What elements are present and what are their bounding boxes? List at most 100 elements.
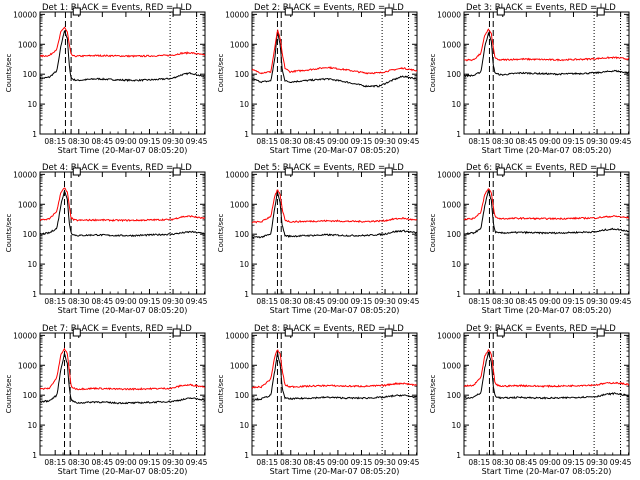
y-tick-label: 10000 bbox=[437, 10, 461, 19]
plot-frame bbox=[251, 332, 418, 456]
y-tick-label: 10 bbox=[451, 260, 461, 269]
plot-frame bbox=[251, 11, 418, 135]
detector-panel: Det 3: BLACK = Events, RED = LLD 1 10 100 10… bbox=[429, 3, 632, 155]
x-tick-label: 08:30 bbox=[280, 458, 302, 467]
lld-series-line bbox=[40, 347, 205, 391]
x-tick-label: 09:45 bbox=[398, 297, 420, 306]
plot-frame bbox=[463, 171, 630, 295]
x-tick-label: 09:15 bbox=[563, 297, 585, 306]
x-tick-label: 09:45 bbox=[610, 297, 632, 306]
x-tick-label: 08:30 bbox=[280, 137, 302, 146]
x-tick-label: 09:45 bbox=[610, 458, 632, 467]
x-tick-label: 09:30 bbox=[586, 297, 608, 306]
time-marker-box bbox=[596, 167, 605, 176]
x-tick-label: 08:45 bbox=[92, 458, 114, 467]
y-axis-label: Counts/sec bbox=[217, 54, 225, 93]
x-tick-label: 08:45 bbox=[92, 137, 114, 146]
y-tick-label: 1000 bbox=[442, 361, 461, 370]
panel-title: Det 5: BLACK = Events, RED = LLD bbox=[254, 163, 404, 173]
y-tick-label: 10000 bbox=[13, 331, 37, 340]
detector-panel: Det 4: BLACK = Events, RED = LLD 1 10 100 10… bbox=[5, 163, 208, 315]
x-tick-label: 08:45 bbox=[92, 297, 114, 306]
x-tick-label: 08:30 bbox=[492, 137, 514, 146]
plot-frame bbox=[463, 332, 630, 456]
x-tick-label: 08:30 bbox=[68, 297, 90, 306]
x-tick-label: 09:15 bbox=[351, 297, 373, 306]
y-axis-label: Counts/sec bbox=[217, 214, 225, 253]
panel-title: Det 6: BLACK = Events, RED = LLD bbox=[466, 163, 616, 173]
y-axis-label: Counts/sec bbox=[5, 54, 13, 93]
time-marker-box bbox=[496, 167, 505, 176]
events-series-line bbox=[40, 189, 205, 238]
y-tick-label: 100 bbox=[447, 230, 462, 239]
y-tick-label: 1000 bbox=[18, 361, 37, 370]
detector-panel: Det 9: BLACK = Events, RED = LLD 1 10 100 10… bbox=[429, 324, 632, 476]
y-tick-label: 1000 bbox=[230, 361, 249, 370]
lld-series-line bbox=[464, 348, 629, 388]
y-tick-label: 10000 bbox=[13, 10, 37, 19]
x-tick-label: 09:15 bbox=[139, 458, 161, 467]
plot-frame bbox=[39, 171, 206, 295]
time-marker-box bbox=[496, 328, 505, 337]
x-tick-label: 09:30 bbox=[374, 458, 396, 467]
y-tick-label: 10 bbox=[451, 100, 461, 109]
plot-frame bbox=[39, 11, 206, 135]
y-axis-label: Counts/sec bbox=[217, 375, 225, 414]
y-tick-label: 1 bbox=[244, 290, 249, 299]
x-axis-label: Start Time (20-Mar-07 08:05:20) bbox=[482, 467, 612, 476]
plot-frame bbox=[251, 171, 418, 295]
x-axis-label: Start Time (20-Mar-07 08:05:20) bbox=[270, 467, 400, 476]
time-marker-box bbox=[596, 7, 605, 16]
y-tick-label: 1 bbox=[32, 451, 37, 460]
y-tick-label: 10 bbox=[27, 260, 37, 269]
panel-title: Det 7: BLACK = Events, RED = LLD bbox=[42, 324, 192, 334]
x-tick-label: 09:00 bbox=[539, 137, 561, 146]
x-tick-label: 08:30 bbox=[492, 458, 514, 467]
y-axis-label: Counts/sec bbox=[429, 54, 437, 93]
y-tick-label: 10000 bbox=[13, 170, 37, 179]
time-marker-box bbox=[172, 7, 181, 16]
time-marker-box bbox=[384, 167, 393, 176]
x-tick-label: 09:30 bbox=[374, 137, 396, 146]
time-marker-box bbox=[284, 7, 293, 16]
x-tick-label: 09:15 bbox=[139, 137, 161, 146]
x-tick-label: 09:45 bbox=[186, 458, 208, 467]
x-tick-label: 08:15 bbox=[468, 458, 490, 467]
y-tick-label: 100 bbox=[235, 230, 250, 239]
time-marker-box bbox=[496, 7, 505, 16]
y-tick-label: 100 bbox=[235, 391, 250, 400]
y-tick-label: 1000 bbox=[442, 200, 461, 209]
lld-series-line bbox=[252, 28, 417, 75]
x-tick-label: 08:15 bbox=[44, 458, 66, 467]
x-tick-label: 08:30 bbox=[280, 297, 302, 306]
x-axis-label: Start Time (20-Mar-07 08:05:20) bbox=[270, 306, 400, 315]
events-series-line bbox=[252, 191, 417, 239]
x-tick-label: 09:45 bbox=[186, 297, 208, 306]
y-tick-label: 10 bbox=[27, 421, 37, 430]
x-tick-label: 09:30 bbox=[162, 137, 184, 146]
panel-title: Det 4: BLACK = Events, RED = LLD bbox=[42, 163, 192, 173]
x-tick-label: 08:45 bbox=[516, 297, 538, 306]
x-tick-label: 09:00 bbox=[327, 458, 349, 467]
time-marker-box bbox=[596, 328, 605, 337]
x-tick-label: 08:30 bbox=[68, 458, 90, 467]
x-tick-label: 09:00 bbox=[539, 297, 561, 306]
detector-panel: Det 2: BLACK = Events, RED = LLD 1 10 100 10… bbox=[217, 3, 420, 155]
events-series-line bbox=[464, 31, 629, 78]
y-axis-label: Counts/sec bbox=[5, 375, 13, 414]
x-tick-label: 09:15 bbox=[563, 458, 585, 467]
x-tick-label: 09:00 bbox=[115, 458, 137, 467]
time-marker-box bbox=[72, 7, 81, 16]
y-tick-label: 10 bbox=[239, 421, 249, 430]
x-tick-label: 09:15 bbox=[563, 137, 585, 146]
detector-panel: Det 7: BLACK = Events, RED = LLD 1 10 100 10… bbox=[5, 324, 208, 476]
time-marker-box bbox=[284, 167, 293, 176]
time-marker-box bbox=[72, 167, 81, 176]
y-tick-label: 10 bbox=[239, 260, 249, 269]
x-tick-label: 09:45 bbox=[186, 137, 208, 146]
x-axis-label: Start Time (20-Mar-07 08:05:20) bbox=[58, 146, 188, 155]
y-tick-label: 1 bbox=[456, 290, 461, 299]
x-axis-label: Start Time (20-Mar-07 08:05:20) bbox=[270, 146, 400, 155]
lld-series-line bbox=[40, 187, 205, 223]
lld-series-line bbox=[252, 189, 417, 224]
